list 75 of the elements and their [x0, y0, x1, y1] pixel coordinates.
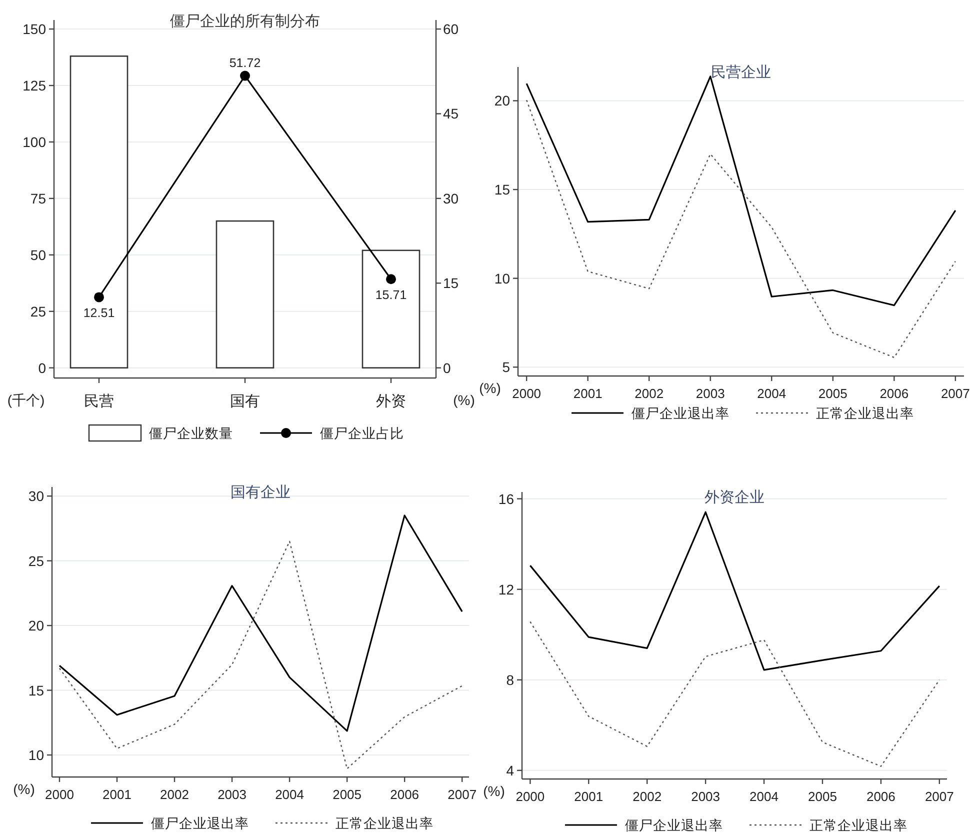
point [386, 274, 396, 284]
x-tick-label: 2001 [573, 386, 602, 401]
y-tick-label: 20 [494, 92, 510, 109]
x-tick-label: 2005 [808, 789, 837, 804]
legend-label: 僵尸企业退出率 [625, 818, 723, 833]
data-label: 15.71 [375, 288, 407, 302]
x-tick-label: 2004 [750, 789, 778, 804]
y2-tick-label: 15 [443, 275, 459, 292]
x-tick-label: 2001 [102, 787, 132, 802]
y-tick-label: 15 [28, 682, 44, 698]
y2-tick-label: 30 [443, 190, 459, 206]
legend-label: 僵尸企业数量 [149, 426, 233, 441]
y-tick-label: 20 [28, 618, 44, 634]
y-tick-label: 15 [494, 182, 510, 198]
x-tick-label: 2004 [275, 787, 304, 802]
y2-tick-label: 60 [443, 21, 459, 38]
x-tick-label: 2001 [574, 789, 604, 804]
y2-tick-label: 0 [443, 360, 451, 376]
x-tick-label: 2007 [924, 789, 954, 804]
chart-title: 外资企业 [704, 489, 764, 506]
y-tick-label: 50 [30, 246, 46, 263]
y-tick-label: 150 [22, 21, 46, 38]
x-tick-label: 民营 [84, 393, 114, 410]
x-tick-label: 2006 [880, 386, 909, 401]
legend-label: 正常企业退出率 [810, 818, 908, 833]
y-tick-label: 10 [28, 746, 44, 763]
y-tick-label: 125 [22, 78, 46, 94]
legend-label: 僵尸企业占比 [320, 426, 404, 441]
x-tick-label: 2002 [634, 386, 664, 401]
x-tick-label: 外资 [376, 393, 406, 410]
y-tick-label: 25 [28, 552, 44, 569]
point [94, 292, 104, 302]
y-tick-label: 5 [502, 359, 510, 376]
x-tick-label: 2000 [512, 386, 542, 401]
y-tick-label: 4 [506, 762, 514, 778]
y2-axis-title: (%) [453, 392, 475, 408]
x-tick-label: 2007 [940, 386, 970, 401]
x-tick-label: 2004 [757, 386, 786, 401]
legend-label: 僵尸企业退出率 [151, 816, 249, 831]
y-tick-label: 30 [28, 488, 44, 504]
x-tick-label: 2000 [516, 789, 545, 804]
y-axis-title: (千个) [7, 392, 45, 408]
y-tick-label: 25 [30, 303, 46, 320]
data-label: 51.72 [229, 56, 261, 70]
y-axis-title: (%) [13, 781, 35, 797]
y-tick-label: 0 [38, 360, 46, 376]
chart-title: 国有企业 [230, 484, 290, 501]
y-tick-label: 12 [498, 581, 514, 598]
x-tick-label: 2002 [160, 787, 189, 802]
x-tick-label: 2005 [332, 787, 362, 802]
data-label: 12.51 [83, 306, 115, 320]
y-tick-label: 100 [22, 134, 46, 150]
legend-label: 僵尸企业退出率 [632, 406, 730, 421]
chart-title: 僵尸企业的所有制分布 [170, 13, 320, 30]
legend-label: 正常企业退出率 [816, 406, 914, 421]
x-tick-label: 2000 [45, 787, 74, 802]
x-tick-label: 2006 [390, 787, 420, 802]
x-tick-label: 2005 [818, 386, 848, 401]
y2-tick-label: 45 [443, 106, 459, 122]
y-axis-title: (%) [483, 783, 505, 799]
x-tick-label: 2002 [632, 789, 662, 804]
x-tick-label: 2007 [448, 787, 477, 802]
x-tick-label: 2006 [866, 789, 896, 804]
point [240, 70, 250, 81]
y-tick-label: 16 [498, 490, 514, 507]
x-tick-label: 国有 [230, 393, 260, 410]
y-tick-label: 75 [30, 190, 46, 206]
legend-label: 正常企业退出率 [336, 816, 434, 831]
x-tick-label: 2003 [218, 787, 246, 802]
y-axis-title: (%) [479, 380, 501, 396]
y-tick-label: 10 [494, 270, 510, 286]
y-tick-label: 8 [506, 672, 514, 688]
chart-title: 民营企业 [711, 64, 771, 81]
x-tick-label: 2003 [691, 789, 720, 804]
x-tick-label: 2003 [696, 386, 725, 401]
